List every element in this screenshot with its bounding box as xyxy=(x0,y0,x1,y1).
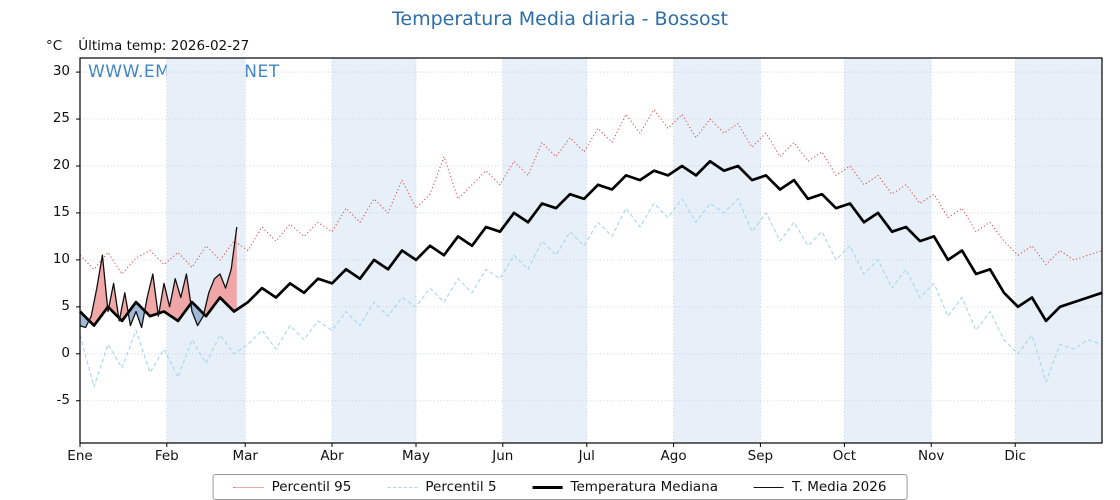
legend-item-percentil-5: Percentil 5 xyxy=(387,479,497,495)
x-tick-label-ene: Ene xyxy=(67,448,93,464)
x-tick-label-mar: Mar xyxy=(232,448,258,464)
legend-label-percentil-5: Percentil 5 xyxy=(425,479,497,495)
x-tick-label-sep: Sep xyxy=(747,448,774,464)
y-tick-label--5: -5 xyxy=(56,391,70,408)
axis-info-row: °C Última temp: 2026-02-27 xyxy=(46,38,249,54)
legend-label-t-media-2026: T. Media 2026 xyxy=(792,479,887,495)
x-tick-label-may: May xyxy=(402,448,430,464)
y-tick-label-0: 0 xyxy=(61,344,70,361)
y-tick-label-20: 20 xyxy=(52,156,70,173)
x-tick-label-oct: Oct xyxy=(832,448,857,464)
last-temp-label: Última temp: 2026-02-27 xyxy=(78,38,250,54)
fill-above-median xyxy=(159,274,192,321)
y-tick-label-25: 25 xyxy=(52,110,70,127)
legend-item-t-media-2026: T. Media 2026 xyxy=(754,479,886,495)
x-tick-label-abr: Abr xyxy=(320,448,344,464)
y-tick-label-15: 15 xyxy=(52,203,70,220)
temperatura-mediana-line xyxy=(79,159,1103,327)
legend-item-percentil-95: Percentil 95 xyxy=(233,479,352,495)
legend-label-percentil-95: Percentil 95 xyxy=(271,479,352,495)
month-band xyxy=(844,58,932,443)
month-band xyxy=(502,58,587,443)
percentil-5-line xyxy=(79,198,1103,388)
y-axis-unit-label: °C xyxy=(46,38,63,54)
fill-above-median xyxy=(145,274,159,317)
t-media-2026-line xyxy=(79,226,238,329)
x-tick-label-jul: Jul xyxy=(578,448,595,464)
x-tick-label-feb: Feb xyxy=(154,448,179,464)
month-band xyxy=(166,58,246,443)
y-tick-label-10: 10 xyxy=(52,250,70,267)
legend-label-mediana: Temperatura Mediana xyxy=(570,479,718,495)
t-media-2026-line-icon xyxy=(754,486,784,488)
percentil-95-line-icon xyxy=(233,486,264,488)
x-tick-label-ago: Ago xyxy=(660,448,687,464)
fill-above-median xyxy=(89,255,108,326)
x-tick-label-dic: Dic xyxy=(1004,448,1026,464)
y-tick-label-5: 5 xyxy=(61,297,70,314)
percentil-5-line-icon xyxy=(387,486,418,488)
fill-above-median xyxy=(203,227,237,317)
x-tick-label-jun: Jun xyxy=(492,448,514,464)
legend: Percentil 95 Percentil 5 Temperatura Med… xyxy=(212,474,908,500)
legend-item-mediana: Temperatura Mediana xyxy=(532,479,718,495)
chart-title: Temperatura Media diaria - Bossost xyxy=(392,8,728,30)
axis-frame xyxy=(79,57,1103,444)
x-tick-label-nov: Nov xyxy=(918,448,945,464)
mediana-line-icon xyxy=(532,485,563,489)
month-band xyxy=(673,58,761,443)
month-band xyxy=(1015,58,1102,443)
y-tick-label-30: 30 xyxy=(52,63,70,80)
